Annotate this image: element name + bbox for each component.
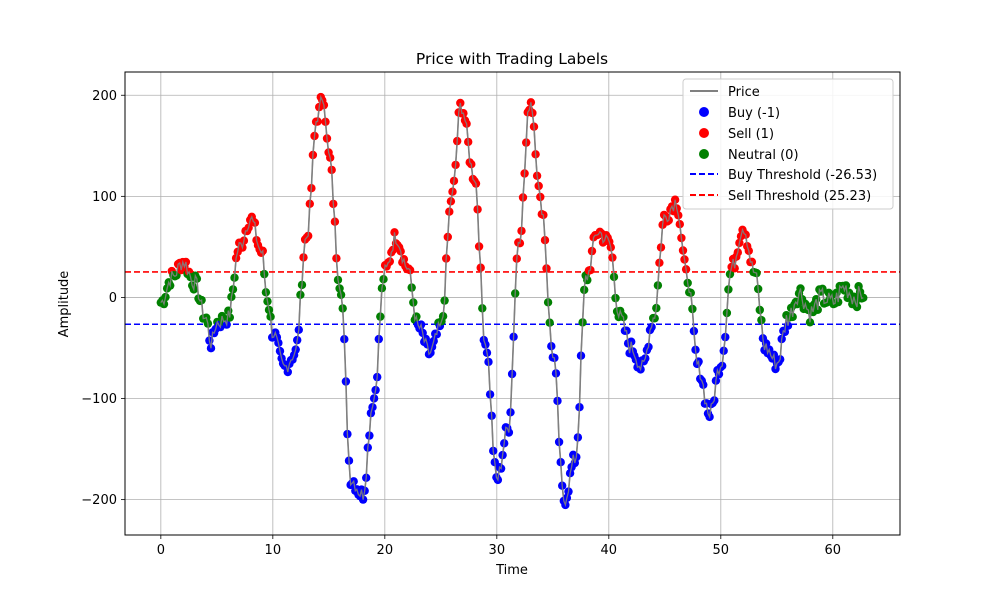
- legend: Price Buy (-1) Sell (1) Neutral (0) Buy …: [682, 78, 894, 210]
- axes-layer: [124, 71, 901, 536]
- legend-price-label: Price: [728, 85, 760, 100]
- legend-sell-label: Sell (1): [728, 127, 774, 142]
- legend-buy-swatch: [699, 107, 709, 117]
- legend-sell-swatch: [699, 128, 709, 138]
- legend-box: [682, 78, 894, 210]
- x-tick-label: 60: [825, 543, 842, 558]
- x-tick-label: 30: [489, 543, 506, 558]
- y-tick-label: 100: [92, 190, 117, 205]
- y-tick-label: 200: [92, 89, 117, 104]
- chart-title: Price with Trading Labels: [416, 50, 608, 68]
- legend-neutral-label: Neutral (0): [728, 148, 799, 163]
- threshold-layer: [125, 271, 900, 326]
- x-tick-label: 50: [713, 543, 730, 558]
- y-axis-label: Amplitude: [57, 271, 72, 338]
- price-line-overlay: [160, 94, 864, 508]
- legend-neutral-swatch: [699, 149, 709, 159]
- legend-buy-threshold-label: Buy Threshold (-26.53): [728, 168, 877, 183]
- y-tick-label: −200: [81, 493, 117, 508]
- legend-sell-threshold-label: Sell Threshold (25.23): [728, 189, 871, 204]
- legend-buy-label: Buy (-1): [728, 106, 780, 121]
- x-axis-label: Time: [495, 563, 528, 578]
- y-tick-label: −100: [81, 392, 117, 407]
- x-tick-label: 0: [157, 543, 165, 558]
- x-tick-label: 20: [377, 543, 394, 558]
- y-tick-label: 0: [109, 291, 117, 306]
- x-tick-label: 10: [265, 543, 282, 558]
- ticks-layer: 0 10 20 30 40 50 60 −200 −100 0 100 200: [81, 89, 841, 558]
- scatter-points-layer: [156, 92, 868, 510]
- x-tick-label: 40: [601, 543, 618, 558]
- plot-frame: [124, 71, 901, 536]
